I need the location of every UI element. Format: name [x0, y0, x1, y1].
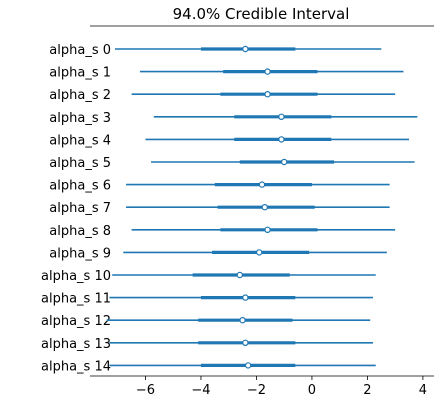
mean-point [264, 68, 271, 75]
row-label: alpha_s 11 [41, 292, 111, 307]
row-label: alpha_s 2 [49, 88, 111, 103]
x-tick-label: −6 [136, 383, 155, 398]
mean-point [239, 317, 246, 324]
mean-point [280, 158, 288, 166]
row-label: alpha_s 14 [41, 359, 111, 374]
row-label: alpha_s 9 [49, 246, 111, 261]
row-label: alpha_s 8 [49, 224, 111, 239]
mean-point [264, 226, 271, 233]
row-label: alpha_s 12 [41, 314, 111, 329]
row-label: alpha_s 4 [49, 133, 111, 148]
row-label: alpha_s 0 [49, 43, 111, 58]
x-axis-ticks: −6 −4 −2 0 2 4 [136, 376, 427, 398]
row-label: alpha_s 13 [41, 337, 111, 352]
x-tick-label: −2 [247, 383, 266, 398]
row-label: alpha_s 6 [49, 179, 111, 194]
row-label: alpha_s 1 [49, 66, 111, 81]
mean-point [242, 45, 249, 53]
mean-point [278, 136, 285, 143]
mean-point [258, 181, 266, 188]
chart-title: 94.0% Credible Interval [173, 5, 350, 23]
mean-point [264, 90, 271, 98]
x-tick-label: 2 [363, 383, 371, 398]
row-label: alpha_s 5 [49, 156, 111, 171]
mean-point [256, 249, 263, 256]
row-label: alpha_s 3 [49, 111, 111, 126]
x-tick-label: 0 [308, 383, 316, 398]
interval-rows: alpha_s 0 alpha_s 1 alpha_s 2 alpha_s 3 alph… [41, 43, 418, 374]
mean-point [278, 113, 285, 121]
mean-point [261, 203, 268, 211]
mean-point [242, 339, 249, 346]
x-tick-label: −4 [191, 383, 210, 398]
mean-point [236, 271, 244, 279]
row-label: alpha_s 10 [41, 269, 111, 284]
x-tick-label: 4 [419, 383, 427, 398]
row-label: alpha_s 7 [49, 201, 111, 216]
mean-point [244, 362, 252, 369]
mean-point [242, 294, 249, 301]
